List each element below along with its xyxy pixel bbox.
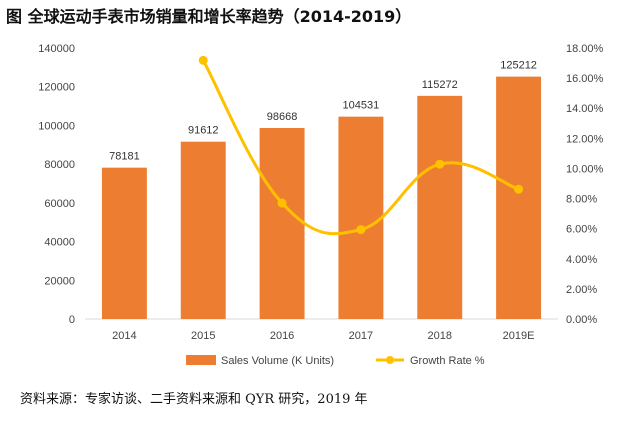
legend-label-sales-volume: Sales Volume (K Units) bbox=[221, 355, 334, 367]
x-axis-tick-label: 2014 bbox=[112, 330, 136, 342]
legend-label-growth-rate: Growth Rate % bbox=[410, 355, 485, 367]
bar-sales-volume bbox=[496, 76, 542, 320]
left-axis-tick-label: 60000 bbox=[44, 198, 75, 210]
legend-swatch-sales-volume bbox=[186, 355, 216, 365]
chart-area: 0 20000 40000 60000 80000 100000 120000 140000 0… bbox=[10, 30, 620, 385]
left-axis-tick-label: 0 bbox=[69, 314, 75, 326]
right-axis-tick-label: 0.00% bbox=[566, 314, 597, 326]
left-axis-tick-label: 140000 bbox=[38, 43, 75, 55]
chart-title: 图 全球运动手表市场销量和增长率趋势（2014-2019） bbox=[6, 7, 412, 26]
bar-sales-volume bbox=[259, 128, 305, 319]
x-axis-tick-label: 2019E bbox=[503, 330, 535, 342]
right-axis-tick-label: 2.00% bbox=[566, 284, 597, 296]
growth-rate-point bbox=[356, 225, 366, 235]
x-axis-tick-label: 2016 bbox=[270, 330, 294, 342]
combo-chart: 0 20000 40000 60000 80000 100000 120000 140000 0… bbox=[38, 43, 604, 367]
growth-rate-point bbox=[277, 198, 287, 208]
x-axis-tick-label: 2017 bbox=[349, 330, 373, 342]
bar-sales-volume bbox=[180, 141, 226, 319]
bar-data-label: 91612 bbox=[188, 125, 219, 137]
bar-data-label: 125212 bbox=[500, 60, 537, 72]
right-axis-tick-label: 18.00% bbox=[566, 43, 604, 55]
right-axis-tick-label: 8.00% bbox=[566, 194, 597, 206]
bar-data-label: 78181 bbox=[109, 151, 140, 163]
bar-data-label: 104531 bbox=[343, 100, 380, 112]
bar-data-label: 98668 bbox=[267, 111, 298, 123]
growth-rate-point bbox=[514, 184, 524, 194]
right-axis-tick-label: 6.00% bbox=[566, 224, 597, 236]
growth-rate-point bbox=[198, 55, 208, 65]
right-axis-tick-label: 14.00% bbox=[566, 103, 604, 115]
bar-data-label: 115272 bbox=[422, 79, 458, 91]
left-axis-tick-label: 20000 bbox=[44, 275, 75, 287]
bar-sales-volume bbox=[101, 167, 147, 319]
source-note: 资料来源：专家访谈、二手资料来源和 QYR 研究，2019 年 bbox=[20, 392, 368, 407]
right-axis-tick-label: 12.00% bbox=[566, 133, 604, 145]
right-axis-tick-label: 4.00% bbox=[566, 254, 597, 266]
left-axis-tick-label: 100000 bbox=[38, 120, 75, 132]
right-axis-tick-label: 16.00% bbox=[566, 73, 604, 85]
bar-sales-volume bbox=[338, 116, 384, 319]
bar-sales-volume bbox=[417, 95, 463, 320]
left-axis-tick-label: 80000 bbox=[44, 159, 75, 171]
growth-rate-point bbox=[435, 159, 445, 169]
left-axis-tick-label: 40000 bbox=[44, 237, 75, 249]
legend-marker-growth-rate bbox=[386, 356, 394, 364]
right-axis-tick-label: 10.00% bbox=[566, 163, 604, 175]
x-axis-tick-label: 2015 bbox=[191, 330, 215, 342]
x-axis-tick-label: 2018 bbox=[428, 330, 452, 342]
left-axis-tick-label: 120000 bbox=[38, 82, 75, 94]
